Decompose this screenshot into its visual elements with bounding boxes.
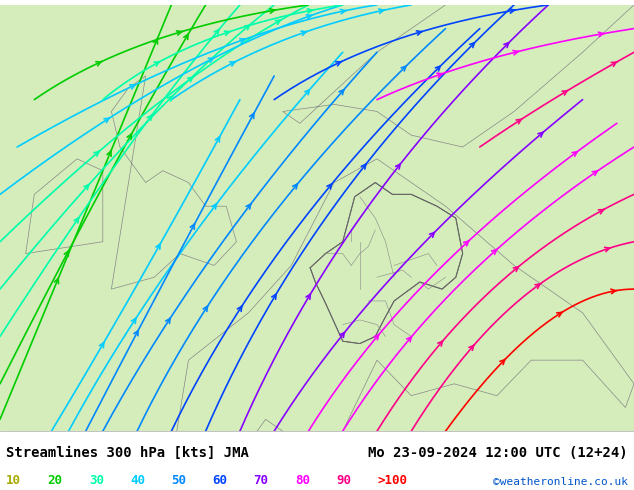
Text: 40: 40 xyxy=(130,474,145,487)
Text: 20: 20 xyxy=(48,474,63,487)
Text: ©weatheronline.co.uk: ©weatheronline.co.uk xyxy=(493,477,628,487)
Polygon shape xyxy=(283,0,634,147)
Text: >100: >100 xyxy=(377,474,407,487)
Polygon shape xyxy=(310,183,463,343)
Text: 70: 70 xyxy=(254,474,269,487)
Polygon shape xyxy=(175,159,634,443)
Polygon shape xyxy=(112,76,236,289)
Text: 30: 30 xyxy=(89,474,104,487)
Polygon shape xyxy=(26,159,103,254)
Text: Streamlines 300 hPa [kts] JMA: Streamlines 300 hPa [kts] JMA xyxy=(6,446,249,460)
Text: 10: 10 xyxy=(6,474,22,487)
Text: 90: 90 xyxy=(336,474,351,487)
Text: 80: 80 xyxy=(295,474,310,487)
Text: 60: 60 xyxy=(212,474,228,487)
Text: Mo 23-09-2024 12:00 UTC (12+24): Mo 23-09-2024 12:00 UTC (12+24) xyxy=(368,446,628,460)
Text: 50: 50 xyxy=(171,474,186,487)
